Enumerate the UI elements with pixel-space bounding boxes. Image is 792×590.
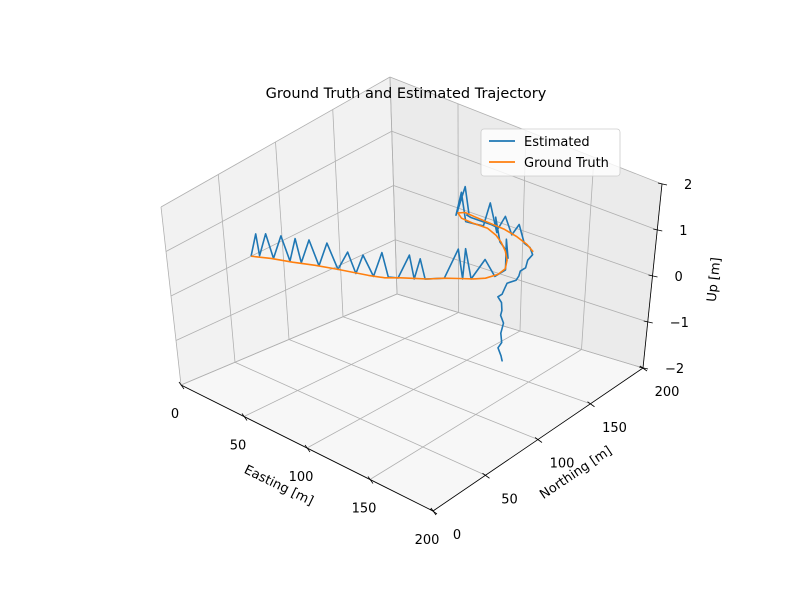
z-axis-label: Up [m] [705,257,725,303]
series-layer [250,185,534,362]
back-gridline-z [393,185,653,277]
floor-pane [181,294,643,511]
y-tick-label: 50 [501,492,518,507]
x-tick-label: 50 [230,439,247,454]
x-tick-mark [178,381,185,390]
left-pane [161,77,397,385]
z-tick-mark [653,228,663,232]
y-tick-label: 100 [550,457,575,472]
z-tick-mark [648,274,658,278]
y-tick-mark [482,472,490,479]
x-tick-mark [304,444,311,453]
z-tick-label: 0 [675,270,683,285]
floor-gridline-y [234,361,486,476]
y-axis-label: Northing [m] [537,444,615,503]
y-tick-mark [639,365,648,372]
z-tick-label: 1 [679,224,687,239]
legend-box [480,128,621,177]
series-line-ground-truth [251,211,534,280]
y-tick-label: 200 [655,385,680,400]
back-gridline-z [396,293,644,369]
y-tick-label: 0 [453,528,461,543]
z-tick-mark [643,320,653,324]
left-gridline-z [160,76,391,208]
back-gridline-z [395,239,648,323]
z-tick-mark [657,182,668,186]
z-tick-mark [638,366,649,370]
x-tick-mark [367,476,374,484]
y-tick-mark [587,401,595,408]
x-tick-label: 100 [289,470,314,485]
left-gridline-z [180,293,398,386]
left-gridline-z [175,239,396,341]
x-tick-label: 0 [171,407,179,422]
floor-gridline-y [288,339,539,440]
x-tick-label: 150 [352,502,377,517]
z-tick-label: −1 [670,316,689,331]
legend: Estimated Ground Truth [480,128,621,177]
y-tick-mark [534,437,543,443]
legend-label-ground-truth: Ground Truth [524,156,609,171]
series-line-estimated [250,185,534,362]
floor-gridline-y [342,316,591,405]
left-gridline-z [165,130,392,252]
back-gridline-z [391,130,658,231]
chart-title: Ground Truth and Estimated Trajectory [266,86,547,102]
y-tick-label: 150 [602,421,627,436]
legend-label-estimated: Estimated [524,135,590,150]
y-tick-mark [429,508,438,515]
x-tick-label: 200 [415,533,440,548]
z-tick-label: −2 [665,362,684,377]
tick-marks: 0 50 100 150 200 0 50 100 150 200 −2 −1 0 1 2 [171,178,692,548]
z-tick-label: 2 [684,178,692,193]
x-tick-mark [241,413,248,421]
